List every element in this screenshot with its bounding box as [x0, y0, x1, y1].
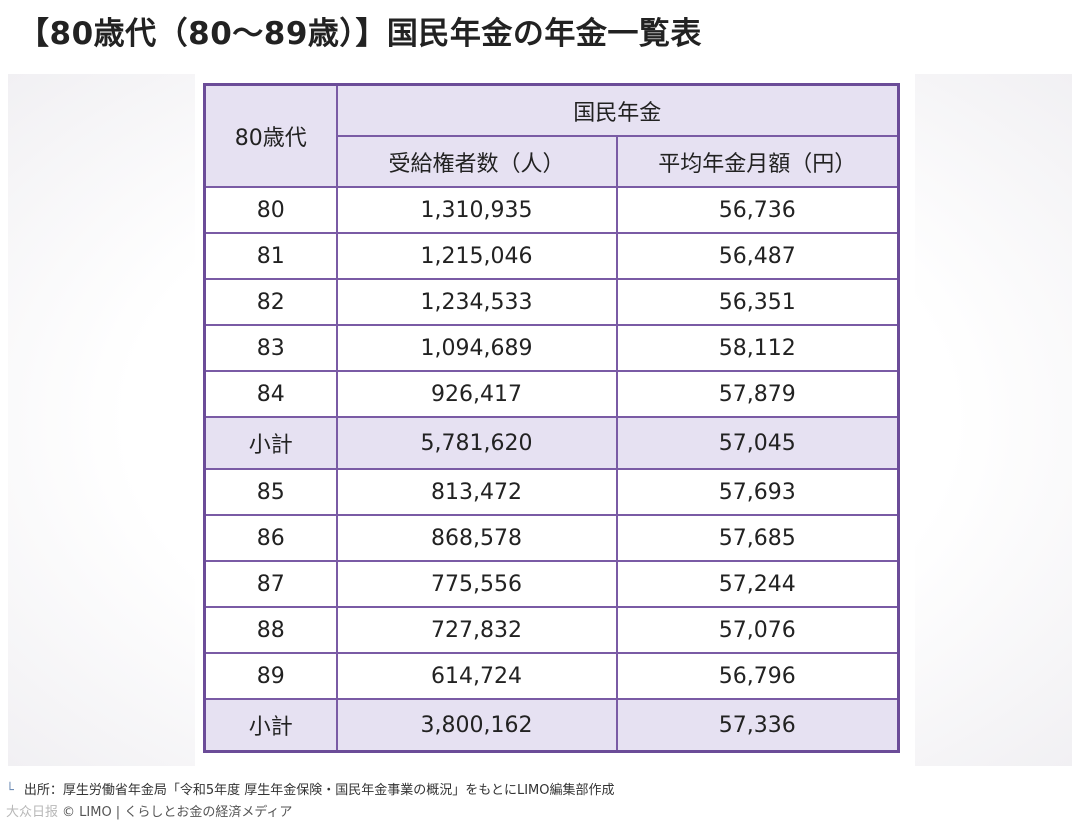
recipients-cell: 775,556: [335, 560, 618, 608]
average-cell: 57,685: [615, 514, 900, 562]
recipients-cell: 1,215,046: [335, 232, 618, 280]
recipients-cell: 1,094,689: [335, 324, 618, 372]
average-cell: 57,693: [615, 468, 900, 516]
recipients-cell: 727,832: [335, 606, 618, 654]
subtotal-label: 小計: [203, 416, 338, 470]
average-cell: 56,796: [615, 652, 900, 700]
subtotal-label: 小計: [203, 698, 338, 753]
average-cell: 56,736: [615, 186, 900, 234]
table-row: 86 868,578 57,685: [203, 514, 900, 562]
average-cell: 56,487: [615, 232, 900, 280]
copyright-text: © LIMO | くらしとお金の経済メディア: [62, 805, 293, 820]
table-row: 82 1,234,533 56,351: [203, 278, 900, 326]
pension-table: 80歳代 国民年金 受給権者数（人） 平均年金月額（円） 80 1,310,93…: [203, 83, 901, 753]
recipients-cell: 1,310,935: [335, 186, 618, 234]
source-text: 出所：厚生労働省年金局「令和5年度 厚生年金保険・国民年金事業の概況」をもとにL…: [23, 783, 615, 798]
table-row: 85 813,472 57,693: [203, 468, 900, 516]
average-cell: 57,076: [615, 606, 900, 654]
table-row: 83 1,094,689 58,112: [203, 324, 900, 372]
page-title: 【80歳代（80〜89歳）】国民年金の年金一覧表: [18, 16, 702, 52]
table-row: 80 1,310,935 56,736: [203, 186, 900, 234]
age-cell: 87: [203, 560, 338, 608]
table-row: 89 614,724 56,796: [203, 652, 900, 700]
age-cell: 82: [203, 278, 338, 326]
caption-corner-icon: └: [6, 783, 14, 798]
average-cell: 56,351: [615, 278, 900, 326]
recipients-cell: 5,781,620: [335, 416, 618, 470]
average-cell: 57,879: [615, 370, 900, 418]
age-cell: 84: [203, 370, 338, 418]
age-cell: 81: [203, 232, 338, 280]
col-header-recipients: 受給権者数（人）: [335, 135, 618, 188]
recipients-cell: 868,578: [335, 514, 618, 562]
age-cell: 83: [203, 324, 338, 372]
age-cell: 89: [203, 652, 338, 700]
age-cell: 80: [203, 186, 338, 234]
average-cell: 57,336: [615, 698, 900, 753]
subtotal-row: 小計 5,781,620 57,045: [203, 416, 900, 470]
recipients-cell: 926,417: [335, 370, 618, 418]
subtotal-row: 小計 3,800,162 57,336: [203, 698, 900, 753]
table-row: 84 926,417 57,879: [203, 370, 900, 418]
table-row: 81 1,215,046 56,487: [203, 232, 900, 280]
table-row: 87 775,556 57,244: [203, 560, 900, 608]
table-row: 88 727,832 57,076: [203, 606, 900, 654]
age-cell: 85: [203, 468, 338, 516]
source-caption: └ 出所：厚生労働省年金局「令和5年度 厚生年金保険・国民年金事業の概況」をもとに…: [6, 779, 615, 798]
average-cell: 58,112: [615, 324, 900, 372]
corner-header: 80歳代: [203, 83, 338, 188]
recipients-cell: 813,472: [335, 468, 618, 516]
col-header-average: 平均年金月額（円）: [615, 135, 900, 188]
recipients-cell: 1,234,533: [335, 278, 618, 326]
average-cell: 57,244: [615, 560, 900, 608]
age-cell: 88: [203, 606, 338, 654]
watermark: 大众日报: [6, 805, 59, 820]
group-header: 国民年金: [335, 83, 900, 137]
average-cell: 57,045: [615, 416, 900, 470]
copyright-line: 大众日报 © LIMO | くらしとお金の経済メディア: [6, 801, 292, 820]
recipients-cell: 3,800,162: [335, 698, 618, 753]
recipients-cell: 614,724: [335, 652, 618, 700]
age-cell: 86: [203, 514, 338, 562]
